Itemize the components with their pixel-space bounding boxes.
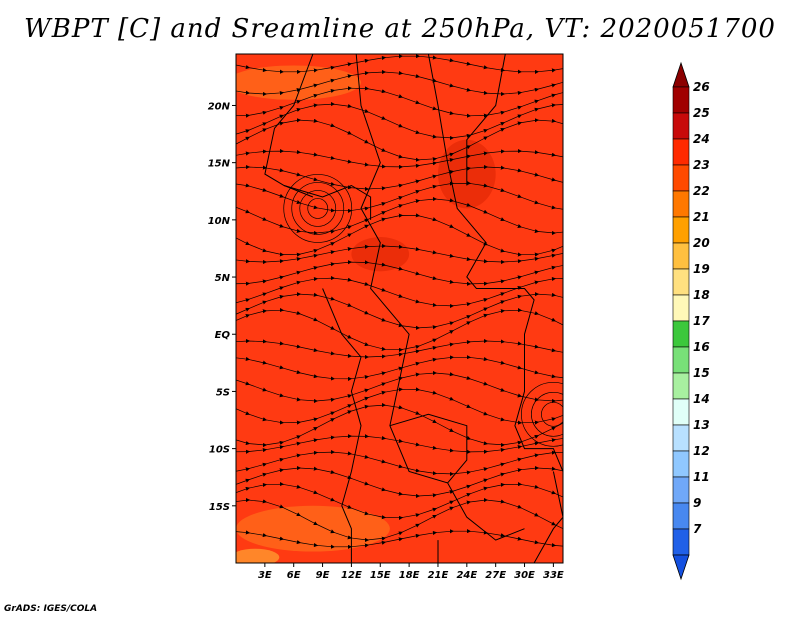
colorbar-label: 24 bbox=[693, 132, 710, 146]
colorbar-swatch bbox=[672, 320, 690, 348]
lat-tick-label: 10N bbox=[208, 216, 231, 227]
longitude-axis: 3E 6E 9E 12E 15E 18E 21E 24E 27E 30E 33E bbox=[258, 563, 564, 581]
country-border bbox=[389, 413, 468, 484]
lon-tick-label: 3E bbox=[258, 570, 272, 581]
colorbar-swatch bbox=[672, 398, 690, 426]
country-border bbox=[355, 54, 525, 541]
lat-tick-label: 10S bbox=[209, 445, 230, 456]
streamlines bbox=[236, 54, 563, 549]
streamline-vortex bbox=[531, 391, 563, 437]
streamline bbox=[236, 338, 563, 360]
country-border bbox=[322, 288, 362, 563]
colorbar-swatch bbox=[672, 346, 690, 374]
lat-tick-label: 15S bbox=[209, 502, 230, 513]
colorbar-swatch bbox=[672, 528, 690, 556]
colorbar-label: 20 bbox=[693, 236, 710, 250]
colorbar-swatch bbox=[672, 190, 690, 218]
lon-tick-label: 24E bbox=[456, 570, 477, 581]
colorbar-label: 7 bbox=[693, 522, 702, 536]
colorbar-label: 13 bbox=[693, 418, 710, 432]
streamline bbox=[236, 434, 563, 454]
colorbar-swatch bbox=[672, 502, 690, 530]
lon-tick-label: 21E bbox=[428, 570, 449, 581]
streamline-vortex bbox=[521, 381, 563, 447]
lat-tick-label: 20N bbox=[208, 101, 231, 112]
wbpt-patch bbox=[236, 548, 280, 563]
colorbar-label: 19 bbox=[693, 262, 710, 276]
colorbar-label: 9 bbox=[693, 496, 701, 510]
colorbar-label: 12 bbox=[693, 444, 710, 458]
colorbar-swatch bbox=[672, 268, 690, 296]
colorbar-swatch bbox=[672, 294, 690, 322]
country-border bbox=[514, 345, 563, 472]
country-border bbox=[283, 184, 372, 220]
colorbar-label: 15 bbox=[693, 366, 710, 380]
lon-tick-label: 27E bbox=[485, 570, 506, 581]
colorbar-swatch bbox=[672, 450, 690, 478]
lon-tick-label: 18E bbox=[399, 570, 420, 581]
map-frame bbox=[235, 53, 564, 564]
country-border bbox=[533, 471, 563, 563]
country-borders bbox=[264, 54, 563, 563]
lat-tick-label: 15N bbox=[208, 159, 231, 170]
lon-tick-label: 30E bbox=[514, 570, 535, 581]
colorbar-swatch bbox=[672, 242, 690, 270]
colorbar-label: 22 bbox=[693, 184, 710, 198]
map-panel bbox=[236, 54, 563, 563]
lat-tick-label: 5N bbox=[215, 273, 231, 284]
lon-tick-label: 9E bbox=[316, 570, 330, 581]
country-border bbox=[427, 54, 535, 358]
streamline-vortex bbox=[291, 182, 345, 235]
colorbar-label: 26 bbox=[693, 80, 710, 94]
lon-tick-label: 6E bbox=[287, 570, 301, 581]
colorbar-label: 21 bbox=[693, 210, 710, 224]
colorbar: 26 25 24 23 22 21 20 19 18 17 16 15 14 13 12 11 9 7 bbox=[672, 61, 710, 581]
streamline bbox=[236, 529, 563, 549]
streamline-vortex bbox=[307, 198, 329, 219]
colorbar-label: 14 bbox=[693, 392, 710, 406]
colorbar-swatch bbox=[672, 372, 690, 400]
country-border bbox=[466, 54, 506, 186]
colorbar-bottom-cap bbox=[672, 554, 690, 581]
wbpt-field bbox=[236, 54, 563, 563]
lat-tick-label: EQ bbox=[215, 330, 231, 341]
chart-title: WBPT [C] and Sreamline at 250hPa, VT: 20… bbox=[24, 14, 776, 44]
colorbar-swatch bbox=[672, 112, 690, 140]
colorbar-swatch bbox=[672, 216, 690, 244]
lon-tick-label: 15E bbox=[370, 570, 391, 581]
colorbar-swatch bbox=[672, 86, 690, 114]
lon-tick-label: 12E bbox=[341, 570, 362, 581]
colorbar-swatch bbox=[672, 424, 690, 452]
streamline bbox=[236, 355, 563, 382]
colorbar-label: 16 bbox=[693, 340, 710, 354]
streamline-vortex bbox=[541, 401, 563, 427]
lat-tick-label: 5S bbox=[216, 387, 230, 398]
colorbar-label: 23 bbox=[693, 158, 710, 172]
wbpt-patch bbox=[236, 65, 362, 100]
lon-tick-label: 33E bbox=[543, 570, 564, 581]
colorbar-label: 11 bbox=[693, 470, 710, 484]
colorbar-top-cap bbox=[672, 61, 690, 88]
colorbar-label: 17 bbox=[693, 314, 710, 328]
streamline-vortex bbox=[283, 174, 353, 243]
streamline-vortex bbox=[299, 190, 337, 227]
colorbar-label: 18 bbox=[693, 288, 710, 302]
colorbar-swatch bbox=[672, 476, 690, 504]
colorbar-swatch bbox=[672, 138, 690, 166]
colorbar-label: 25 bbox=[693, 106, 710, 120]
colorbar-swatch bbox=[672, 164, 690, 192]
footer-credit: GrADS: IGES/COLA bbox=[4, 604, 98, 614]
latitude-axis: 20N 15N 10N 5N EQ 5S 10S 15S bbox=[208, 101, 236, 513]
